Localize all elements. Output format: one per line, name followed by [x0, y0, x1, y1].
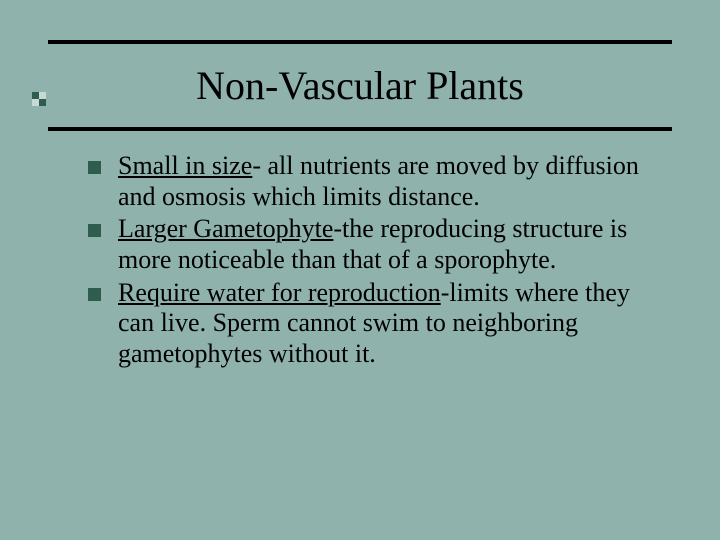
title-area: Non-Vascular Plants	[48, 44, 672, 127]
deco-quad	[39, 99, 46, 106]
list-item: Larger Gametophyte-the reproducing struc…	[88, 214, 672, 275]
bullet-lead: Small in size	[118, 151, 252, 180]
bullet-lead: Larger Gametophyte	[118, 214, 333, 243]
deco-quad	[32, 99, 39, 106]
bullet-lead: Require water for reproduction	[118, 278, 441, 307]
deco-quad	[39, 92, 46, 99]
decorative-bullet-icon	[32, 92, 46, 106]
bullet-list: Small in size- all nutrients are moved b…	[88, 151, 672, 370]
deco-quad	[32, 92, 39, 99]
square-bullet-icon	[88, 161, 101, 174]
body-area: Small in size- all nutrients are moved b…	[48, 131, 672, 370]
slide: Non-Vascular Plants Small in size- all n…	[0, 0, 720, 540]
list-item: Small in size- all nutrients are moved b…	[88, 151, 672, 212]
square-bullet-icon	[88, 224, 101, 237]
list-item: Require water for reproduction-limits wh…	[88, 278, 672, 370]
square-bullet-icon	[88, 288, 101, 301]
page-title: Non-Vascular Plants	[48, 62, 672, 109]
